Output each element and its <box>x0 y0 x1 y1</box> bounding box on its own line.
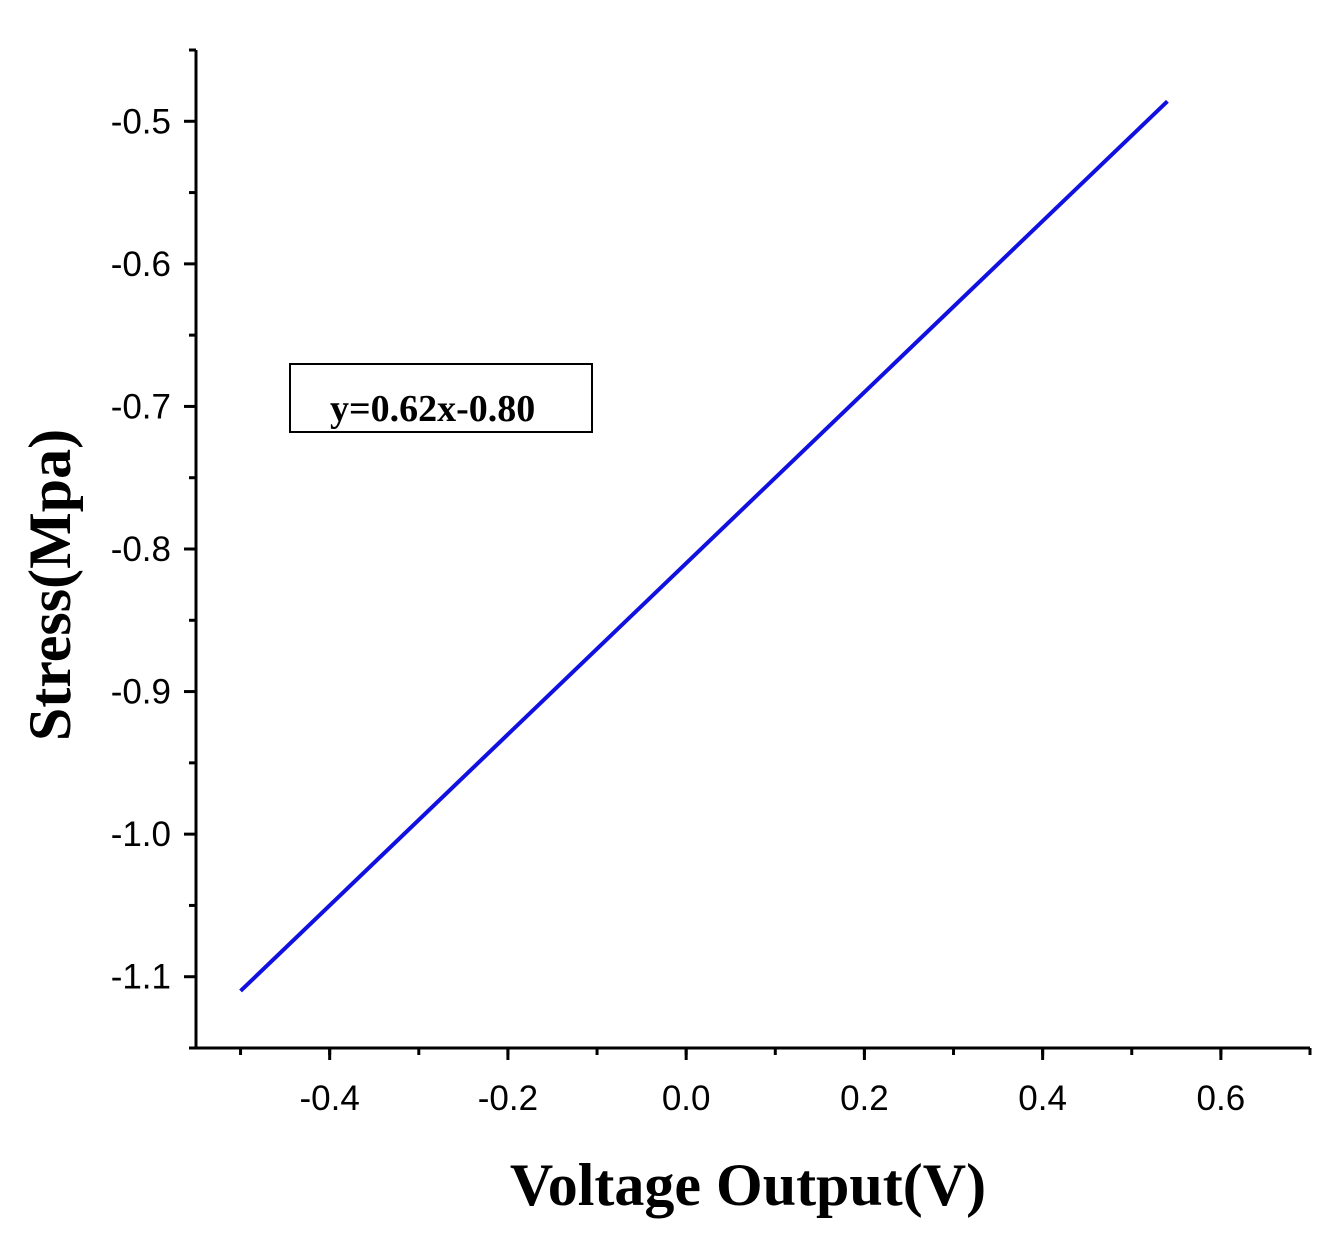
series-line <box>239 99 1169 993</box>
equation-box <box>289 363 593 433</box>
x-tick-label: -0.4 <box>300 1079 360 1118</box>
equation-annotation: y=0.62x-0.80 <box>289 363 593 433</box>
x-tick-label: 0.4 <box>1018 1079 1067 1118</box>
y-axis-title: Stress(Mpa) <box>17 429 83 741</box>
x-tick-label: -0.2 <box>478 1079 538 1118</box>
x-tick-label: 0.2 <box>840 1079 889 1118</box>
x-tick-label: 0.6 <box>1197 1079 1246 1118</box>
y-tick-label: -0.9 <box>111 673 171 712</box>
y-tick-label: -1.1 <box>111 958 171 997</box>
x-tick-label: 0.0 <box>662 1079 711 1118</box>
equation-text: y=0.62x-0.80 <box>330 388 535 430</box>
y-tick-label: -1.0 <box>111 815 171 854</box>
y-tick-label: -0.6 <box>111 245 171 284</box>
y-tick-label: -0.8 <box>111 530 171 569</box>
y-axis-ticks: -0.5 -0.6 -0.7 -0.8 -0.9 -1.0 -1.1 <box>111 48 196 1050</box>
series-layer <box>239 99 1169 993</box>
x-axis-title: Voltage Output(V) <box>510 1152 986 1218</box>
y-tick-label: -0.7 <box>111 387 171 426</box>
axes <box>194 50 1310 1050</box>
x-axis-ticks: -0.4 -0.2 0.0 0.2 0.4 0.6 <box>239 1048 1312 1118</box>
y-tick-label: -0.5 <box>111 102 171 141</box>
